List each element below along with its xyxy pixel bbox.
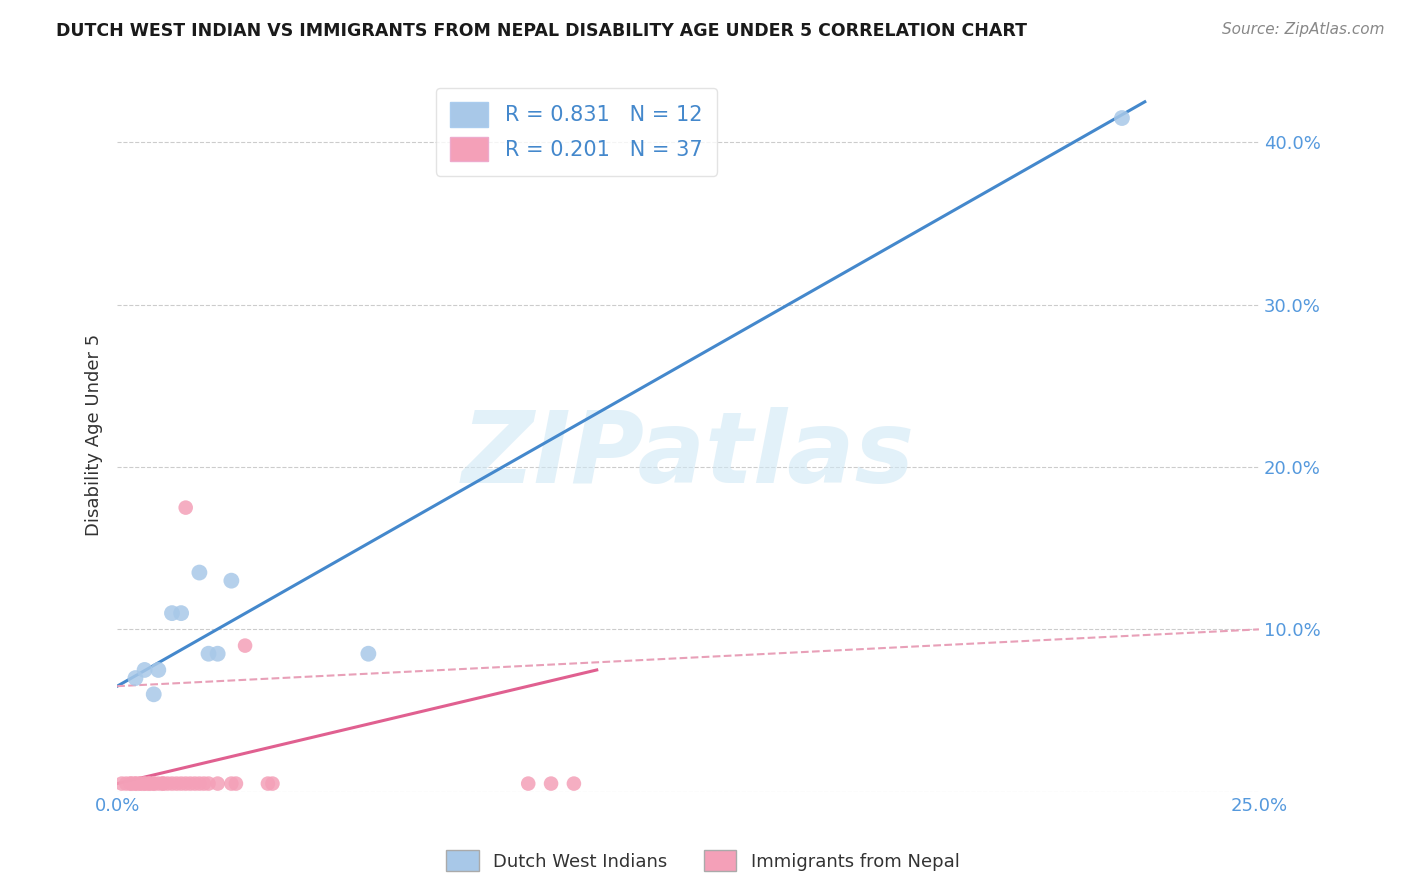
Point bbox=[120, 776, 142, 790]
Point bbox=[221, 574, 243, 588]
Point bbox=[138, 776, 160, 790]
Point bbox=[193, 776, 215, 790]
Text: Source: ZipAtlas.com: Source: ZipAtlas.com bbox=[1222, 22, 1385, 37]
Point bbox=[174, 500, 197, 515]
Point bbox=[562, 776, 585, 790]
Point bbox=[207, 647, 229, 661]
Point bbox=[262, 776, 284, 790]
Point bbox=[124, 671, 146, 685]
Point bbox=[540, 776, 562, 790]
Point bbox=[257, 776, 280, 790]
Point bbox=[170, 776, 193, 790]
Point bbox=[225, 776, 247, 790]
Point bbox=[148, 776, 170, 790]
Y-axis label: Disability Age Under 5: Disability Age Under 5 bbox=[86, 334, 103, 536]
Point bbox=[134, 776, 156, 790]
Point bbox=[129, 776, 152, 790]
Point bbox=[197, 647, 219, 661]
Point bbox=[207, 776, 229, 790]
Point bbox=[124, 776, 146, 790]
Point bbox=[517, 776, 540, 790]
Point bbox=[134, 776, 156, 790]
Point bbox=[142, 776, 165, 790]
Point bbox=[152, 776, 174, 790]
Point bbox=[221, 776, 243, 790]
Point bbox=[197, 776, 219, 790]
Legend: Dutch West Indians, Immigrants from Nepal: Dutch West Indians, Immigrants from Nepa… bbox=[439, 843, 967, 879]
Point bbox=[233, 639, 256, 653]
Point bbox=[142, 776, 165, 790]
Point bbox=[111, 776, 134, 790]
Point bbox=[188, 776, 211, 790]
Point bbox=[170, 606, 193, 620]
Point bbox=[148, 663, 170, 677]
Point bbox=[1111, 111, 1133, 125]
Point bbox=[124, 776, 146, 790]
Point bbox=[184, 776, 207, 790]
Point bbox=[134, 663, 156, 677]
Point bbox=[129, 776, 152, 790]
Point bbox=[120, 776, 142, 790]
Text: DUTCH WEST INDIAN VS IMMIGRANTS FROM NEPAL DISABILITY AGE UNDER 5 CORRELATION CH: DUTCH WEST INDIAN VS IMMIGRANTS FROM NEP… bbox=[56, 22, 1028, 40]
Point bbox=[166, 776, 188, 790]
Point bbox=[152, 776, 174, 790]
Point bbox=[188, 566, 211, 580]
Point bbox=[160, 776, 183, 790]
Point bbox=[115, 776, 138, 790]
Point bbox=[156, 776, 179, 790]
Point bbox=[174, 776, 197, 790]
Point bbox=[142, 687, 165, 701]
Legend: R = 0.831   N = 12, R = 0.201   N = 37: R = 0.831 N = 12, R = 0.201 N = 37 bbox=[436, 87, 717, 176]
Text: ZIPatlas: ZIPatlas bbox=[461, 408, 915, 505]
Point bbox=[357, 647, 380, 661]
Point bbox=[138, 776, 160, 790]
Point bbox=[160, 606, 183, 620]
Point bbox=[179, 776, 201, 790]
